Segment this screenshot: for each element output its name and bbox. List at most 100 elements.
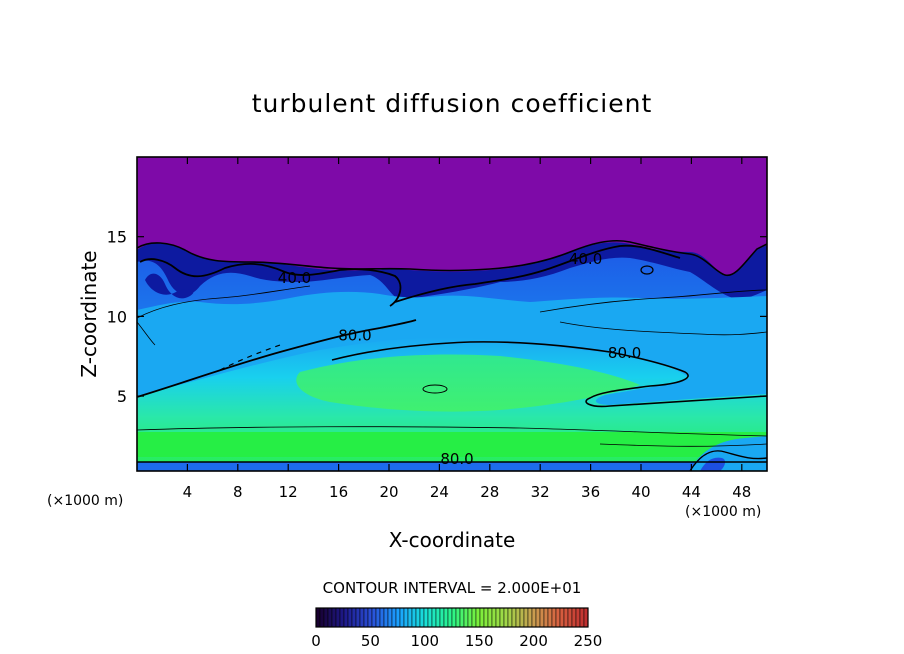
- y-axis-ticks: 5 10 15: [107, 228, 767, 406]
- colorbar-strip: [487, 607, 493, 628]
- contour-lines: [137, 239, 767, 471]
- colorbar-strip: [435, 607, 441, 628]
- colorbar-strip: [411, 607, 417, 628]
- colorbar-strip: [551, 607, 557, 628]
- contour-thin-4: [559, 321, 767, 336]
- y-tick-label: 10: [107, 307, 127, 326]
- colorbar-strip: [527, 607, 533, 628]
- x-tick-label: 4: [183, 483, 193, 501]
- colorbar-strip: [443, 607, 449, 628]
- contour-corner: [689, 450, 767, 471]
- colorbar-strip: [495, 607, 501, 628]
- contour-thin-2: [137, 321, 156, 346]
- colorbar-strip: [395, 607, 401, 628]
- colorbar-strip: [343, 607, 349, 628]
- colorbar-tick-label: 0: [311, 632, 321, 650]
- x-tick-label: 44: [682, 483, 701, 501]
- colorbar-strip: [475, 607, 481, 628]
- contour-interval-text: CONTOUR INTERVAL = 2.000E+01: [323, 579, 582, 597]
- y-axis-label: Z-coordinate: [77, 250, 101, 377]
- x-tick-label: 24: [430, 483, 449, 501]
- colorbar-strip: [355, 607, 361, 628]
- colorbar-strip: [559, 607, 565, 628]
- colorbar-strip: [571, 607, 577, 628]
- colorbar-strip: [415, 607, 421, 628]
- colorbar-tick-label: 100: [410, 632, 439, 650]
- colorbar-strip: [575, 607, 581, 628]
- contour-thin-5: [137, 426, 767, 437]
- colorbar-strip: [419, 607, 425, 628]
- colorbar-strip: [451, 607, 457, 628]
- x-tick-label: 12: [279, 483, 298, 501]
- contour-thin-6: [599, 443, 767, 447]
- colorbar-strip: [327, 607, 333, 628]
- x-unit-left: (×1000 m): [47, 493, 123, 509]
- colorbar-strip: [515, 607, 521, 628]
- colorbar-strip: [379, 607, 385, 628]
- green-core-fill: [296, 354, 640, 412]
- colorbar-strip: [567, 607, 573, 628]
- colorbar-strip: [519, 607, 525, 628]
- contour-40-west: [139, 258, 402, 307]
- x-axis-ticks: 4 8 12 16 20 24 28 32 36 40 44 48: [183, 157, 751, 501]
- bright-green-band: [137, 432, 767, 457]
- colorbar-strip: [463, 607, 469, 628]
- x-tick-label: 20: [379, 483, 398, 501]
- colorbar-strip: [359, 607, 365, 628]
- colorbar-frame: [315, 607, 589, 628]
- dark-pocket: [145, 273, 194, 299]
- colorbar-strip: [523, 607, 529, 628]
- colorbar-strip: [339, 607, 345, 628]
- x-tick-label: 16: [329, 483, 348, 501]
- colorbar-strip: [407, 607, 413, 628]
- x-tick-label: 32: [531, 483, 550, 501]
- y-tick-label: 15: [107, 228, 127, 247]
- colorbar-strip: [439, 607, 445, 628]
- colorbar-strip: [427, 607, 433, 628]
- surface-blue-band: [137, 462, 767, 471]
- colorbar-strip: [467, 607, 473, 628]
- contour-80-main: [137, 319, 417, 398]
- plot-area: [137, 157, 767, 471]
- colorbar-ticks: 0 50 100 150 200 250: [311, 632, 602, 650]
- colorbar-strip: [447, 607, 453, 628]
- colorbar-strip: [499, 607, 505, 628]
- colorbar-strip: [531, 607, 537, 628]
- colorbar-strip: [387, 607, 393, 628]
- colorbar-strip: [423, 607, 429, 628]
- colorbar-strip: [491, 607, 497, 628]
- x-tick-label: 48: [732, 483, 751, 501]
- contour-label: 40.0: [569, 250, 602, 268]
- contour-thin-1: [137, 285, 311, 319]
- colorbar-strip: [511, 607, 517, 628]
- colorbar-strip: [479, 607, 485, 628]
- colorbar-strip: [391, 607, 397, 628]
- colorbar-strip: [351, 607, 357, 628]
- y-tick-label: 5: [117, 387, 127, 406]
- colorbar-tick-label: 250: [574, 632, 603, 650]
- colorbar-strip: [547, 607, 553, 628]
- colorbar-strip: [459, 607, 465, 628]
- colorbar-strip: [375, 607, 381, 628]
- colorbar-strip: [347, 607, 353, 628]
- colorbar-tick-label: 150: [465, 632, 494, 650]
- x-tick-label: 40: [631, 483, 650, 501]
- colorbar-strip: [455, 607, 461, 628]
- colorbar-strip: [535, 607, 541, 628]
- contour-80-dash: [219, 344, 281, 371]
- colorbar-strip: [507, 607, 513, 628]
- colorbar-strip: [403, 607, 409, 628]
- plot-frame: [136, 156, 768, 472]
- colorbar-strip: [503, 607, 509, 628]
- colorbar-strip: [335, 607, 341, 628]
- contour-labels: 40.0 40.0 80.0 80.0 80.0: [278, 250, 642, 468]
- contour-small-loop-1: [422, 384, 448, 394]
- colorbar-strip: [383, 607, 389, 628]
- colorbar-strip: [319, 607, 325, 628]
- contour-thin-3: [539, 289, 767, 313]
- colorbar-strip: [371, 607, 377, 628]
- colorbar-strip: [399, 607, 405, 628]
- colorbar-strip: [483, 607, 489, 628]
